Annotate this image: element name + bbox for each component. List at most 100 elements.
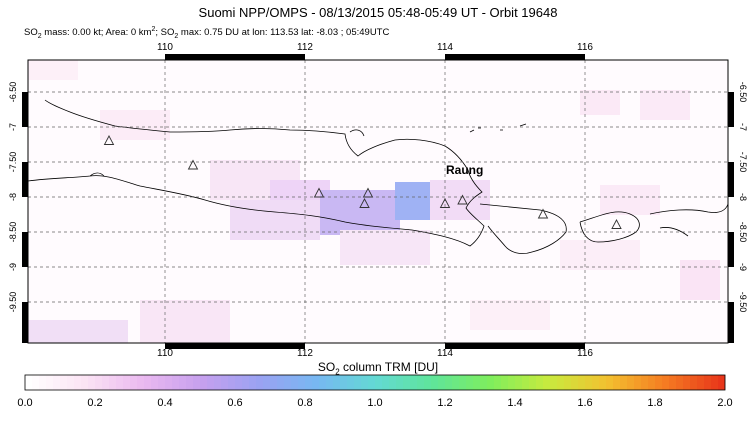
map-subtitle: SO2 mass: 0.00 kt; Area: 0 km2; SO2 max:… xyxy=(24,26,390,41)
colorbar-segment xyxy=(151,375,159,390)
lat-label-right-950: -9.50 xyxy=(738,292,748,313)
colorbar-segment xyxy=(683,375,691,390)
colorbar-segment xyxy=(109,375,117,390)
cbar-tick-0: 0.0 xyxy=(17,397,33,409)
colorbar-segment xyxy=(648,375,656,390)
colorbar-segment xyxy=(74,375,82,390)
cbar-tick-9: 1.8 xyxy=(647,397,663,409)
volcano-marker xyxy=(611,219,622,229)
volcano-marker xyxy=(103,135,115,145)
lat-label-left-850: -8.50 xyxy=(8,222,18,243)
colorbar-segment xyxy=(298,375,306,390)
lon-label-top-110: 110 xyxy=(157,42,173,53)
colorbar-frame xyxy=(24,374,726,391)
colorbar-segment xyxy=(522,375,530,390)
colorbar-segment xyxy=(382,375,390,390)
volcano-marker xyxy=(439,198,451,208)
colorbar-segment xyxy=(88,375,96,390)
colorbar-segment xyxy=(60,375,68,390)
colorbar-title: SO2 column TRM [DU] xyxy=(317,360,439,377)
colorbar-segment xyxy=(662,375,670,390)
colorbar-segment xyxy=(396,375,404,390)
colorbar-segment xyxy=(501,375,509,390)
colorbar-segment xyxy=(39,375,47,390)
colorbar-segment xyxy=(81,375,89,390)
colorbar-segment xyxy=(452,375,460,390)
colorbar-segment xyxy=(431,375,439,390)
colorbar-segment xyxy=(172,375,180,390)
colorbar-segment xyxy=(102,375,110,390)
colorbar-segment xyxy=(186,375,194,390)
lon-label-bottom-114: 114 xyxy=(437,348,453,359)
cbar-tick-4: 0.8 xyxy=(297,397,313,409)
colorbar-segment xyxy=(655,375,663,390)
colorbar-segment xyxy=(123,375,131,390)
colorbar-segment xyxy=(445,375,453,390)
lat-label-right-750: -7.50 xyxy=(738,152,748,173)
colorbar-segment xyxy=(228,375,236,390)
lat-label-right-7: -7 xyxy=(738,123,748,131)
colorbar-segment xyxy=(494,375,502,390)
colorbar-segment xyxy=(459,375,467,390)
colorbar-segment xyxy=(571,375,579,390)
colorbar-segment xyxy=(284,375,292,390)
colorbar-segment xyxy=(368,375,376,390)
cbar-tick-6: 1.2 xyxy=(437,397,453,409)
colorbar-segment xyxy=(585,375,593,390)
map-frame-scale xyxy=(22,54,734,349)
volcano-marker xyxy=(537,208,549,219)
colorbar-segment xyxy=(599,375,607,390)
colorbar-segment xyxy=(270,375,278,390)
colorbar-segment xyxy=(361,375,369,390)
lat-label-left-8: -8 xyxy=(8,193,18,201)
colorbar-segment xyxy=(410,375,418,390)
lon-label-top-114: 114 xyxy=(437,42,453,53)
plume-max xyxy=(395,182,430,220)
colorbar-segment xyxy=(137,375,145,390)
lon-label-bottom-112: 112 xyxy=(297,348,313,359)
colorbar-segment xyxy=(606,375,614,390)
colorbar xyxy=(25,375,726,390)
lat-label-left-7: -7 xyxy=(8,123,18,131)
volcano-marker xyxy=(313,187,325,198)
lon-label-bottom-116: 116 xyxy=(577,348,593,359)
colorbar-segment xyxy=(627,375,635,390)
colorbar-segment xyxy=(564,375,572,390)
colorbar-segment xyxy=(263,375,271,390)
colorbar-segment xyxy=(333,375,341,390)
colorbar-segment xyxy=(557,375,565,390)
colorbar-segment xyxy=(95,375,103,390)
colorbar-segment xyxy=(277,375,285,390)
lat-label-left-9: -9 xyxy=(8,263,18,271)
colorbar-segment xyxy=(53,375,61,390)
colorbar-segment xyxy=(46,375,54,390)
colorbar-segment xyxy=(424,375,432,390)
colorbar-segment xyxy=(221,375,229,390)
colorbar-segment xyxy=(480,375,488,390)
colorbar-segment xyxy=(641,375,649,390)
volcano-label-raung: Raung xyxy=(446,163,483,177)
colorbar-segment xyxy=(179,375,187,390)
colorbar-segment xyxy=(319,375,327,390)
colorbar-segment xyxy=(550,375,558,390)
colorbar-segment xyxy=(207,375,215,390)
colorbar-segment xyxy=(543,375,551,390)
colorbar-segment xyxy=(690,375,698,390)
volcano-marker xyxy=(362,187,374,198)
colorbar-segment xyxy=(158,375,166,390)
colorbar-segment xyxy=(403,375,411,390)
volcano-markers xyxy=(103,135,622,229)
colorbar-segment xyxy=(389,375,397,390)
colorbar-segment xyxy=(669,375,677,390)
colorbar-segment xyxy=(25,375,33,390)
map-gridlines xyxy=(28,60,728,343)
colorbar-segment xyxy=(697,375,705,390)
colorbar-segment xyxy=(438,375,446,390)
cbar-tick-7: 1.4 xyxy=(507,397,523,409)
colorbar-segment xyxy=(417,375,425,390)
lon-label-bottom-110: 110 xyxy=(157,348,173,359)
lat-label-right-8: -8 xyxy=(738,193,748,201)
colorbar-segment xyxy=(165,375,173,390)
colorbar-segment xyxy=(214,375,222,390)
map-frame xyxy=(27,59,729,344)
